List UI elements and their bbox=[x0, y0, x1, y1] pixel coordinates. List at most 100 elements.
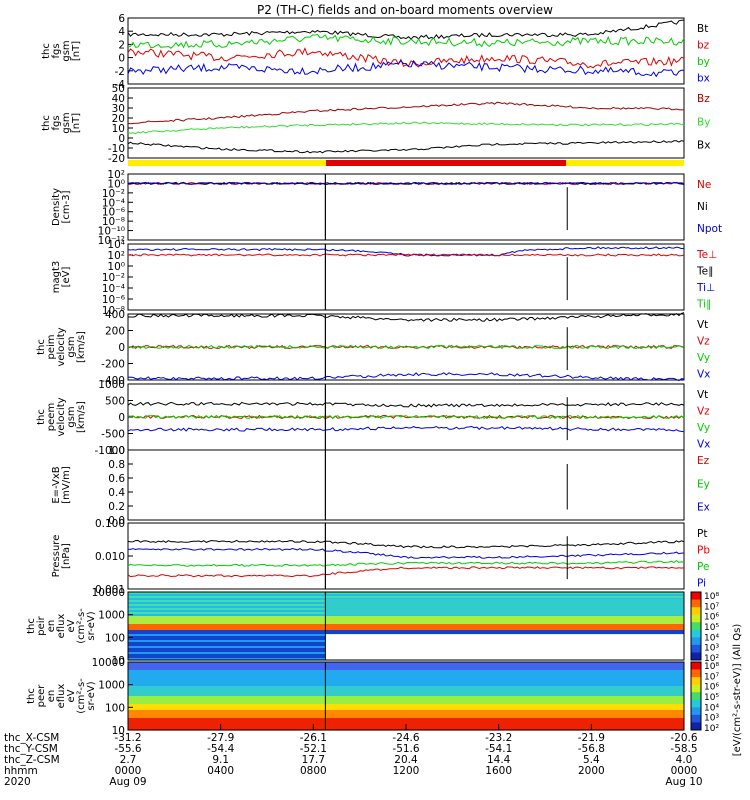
spectrogram-p9 bbox=[128, 592, 684, 661]
x-tick-label: 0400 bbox=[207, 765, 234, 777]
x-tick-label: -52.1 bbox=[300, 743, 327, 755]
y-axis-label: thc bbox=[36, 409, 47, 425]
spectrogram-row bbox=[128, 714, 684, 717]
x-tick-label: -54.1 bbox=[485, 743, 512, 755]
y-tick-label: 0 bbox=[118, 342, 125, 354]
spectrogram-row bbox=[128, 630, 684, 633]
y-tick-label: 500 bbox=[105, 396, 125, 408]
mode-bar-slow bbox=[326, 160, 566, 166]
y-tick-label: 10⁻⁸ bbox=[102, 216, 125, 228]
y-axis-label: peim bbox=[46, 334, 57, 359]
colorbar-segment bbox=[691, 677, 701, 686]
y-axis-label: [cm-3] bbox=[61, 190, 72, 223]
colorbar-tick: 10³ bbox=[704, 644, 719, 654]
y-tick-label: 50 bbox=[112, 83, 125, 95]
x-tick-label: 5.4 bbox=[583, 754, 600, 766]
y-tick-label: 10 bbox=[112, 655, 125, 667]
y-axis-label: [nPa] bbox=[61, 543, 72, 569]
y-axis-label: Pressure bbox=[51, 535, 62, 578]
no-data-region bbox=[325, 634, 684, 660]
y-tick-label: 1.0 bbox=[108, 445, 125, 457]
spectrogram-row bbox=[128, 686, 684, 689]
mode-bar-fast-left bbox=[128, 160, 326, 166]
colorbar-tick: 10⁵ bbox=[704, 623, 719, 633]
legend-te⊥: Te⊥ bbox=[696, 249, 717, 261]
x-tick-label: 0000 bbox=[671, 765, 698, 777]
x-tick-label: -56.8 bbox=[578, 743, 605, 755]
spectrogram-row bbox=[128, 674, 684, 677]
colorbar-segment bbox=[691, 622, 701, 631]
legend-vy: Vy bbox=[697, 352, 710, 364]
y-tick-label: 10⁻⁶ bbox=[102, 207, 125, 219]
y-axis-label: [km/s] bbox=[76, 331, 87, 363]
y-tick-label: 40 bbox=[112, 93, 125, 105]
y-tick-label: 10 bbox=[112, 123, 125, 135]
y-tick-label: -1000 bbox=[94, 445, 125, 457]
spectrogram-row bbox=[128, 620, 684, 623]
spectrogram-row bbox=[128, 702, 684, 705]
legend-vx: Vx bbox=[697, 369, 710, 381]
series-by bbox=[127, 121, 685, 135]
y-tick-label: 1000 bbox=[98, 610, 125, 622]
colorbar-tick: 10⁷ bbox=[704, 672, 719, 682]
colorbar-tick: 10⁸ bbox=[704, 592, 719, 602]
spectrogram-row bbox=[128, 622, 684, 625]
y-tick-label: 10⁰ bbox=[107, 261, 125, 273]
panel-p6: 1000 500 0 -500 -1000 thc peem velocity gsm [km/s… bbox=[36, 379, 710, 457]
series-npot bbox=[127, 181, 685, 185]
colorbar-frame bbox=[690, 661, 702, 731]
colorbar-tick: 10⁴ bbox=[704, 633, 719, 643]
spectrogram-row bbox=[128, 704, 684, 707]
y-axis-label: en bbox=[46, 620, 57, 633]
series-ni bbox=[127, 181, 685, 185]
legend-ti∥: Ti∥ bbox=[696, 299, 711, 311]
colorbars: 10⁸10⁷10⁶10⁵10⁴10³10²10⁸10⁷10⁶10⁵10⁴10³1… bbox=[690, 591, 743, 756]
series-by bbox=[128, 33, 685, 49]
legend-te∥: Te∥ bbox=[696, 266, 713, 278]
end-date: Aug 10 bbox=[665, 776, 702, 788]
y-tick-label: 200 bbox=[105, 326, 125, 338]
series-vt bbox=[127, 401, 685, 408]
x-tick-label: 14.4 bbox=[487, 754, 511, 766]
colorbar-segment bbox=[691, 652, 701, 661]
y-tick-label: 10⁻⁴ bbox=[102, 283, 125, 295]
colorbar-segment bbox=[691, 599, 701, 608]
series-pb bbox=[127, 566, 685, 578]
series-vt bbox=[128, 312, 685, 322]
y-tick-label: -200 bbox=[101, 359, 125, 371]
panel-frame bbox=[127, 173, 685, 241]
spectrogram-row bbox=[128, 668, 684, 671]
y-axis-label: thc bbox=[36, 339, 47, 355]
x-tick-label: 1600 bbox=[485, 765, 512, 777]
spectrogram-row bbox=[128, 698, 684, 701]
series-te⊥ bbox=[127, 253, 685, 257]
spectrogram-row bbox=[128, 722, 684, 725]
y-tick-label: 10⁻² bbox=[102, 188, 125, 200]
series-bx bbox=[127, 59, 685, 78]
mode-bar-fast-right bbox=[566, 160, 684, 166]
y-tick-label: 10⁻⁸ bbox=[102, 305, 125, 317]
y-axis-label: fgs bbox=[51, 43, 62, 58]
panel-p9: 10000 1000 100 10 thc peir en eflux eV (cm²-s-sr-… bbox=[26, 587, 685, 667]
x-row-label: thc_Z-CSM bbox=[4, 754, 60, 766]
legend-ex: Ex bbox=[697, 502, 710, 514]
legend-by: by bbox=[697, 56, 710, 68]
legend-vt: Vt bbox=[697, 389, 708, 401]
y-tick-label: 0.0 bbox=[108, 515, 125, 527]
spectrogram-row bbox=[128, 684, 684, 687]
y-axis-label: sr-eV) bbox=[86, 681, 97, 710]
y-tick-label: -500 bbox=[101, 429, 125, 441]
panel-frame bbox=[127, 591, 685, 661]
panel-frame bbox=[127, 449, 685, 521]
series-pt bbox=[127, 539, 685, 549]
spectrogram-row bbox=[128, 718, 684, 721]
y-axis-label: thc bbox=[26, 688, 37, 704]
colorbar-segment bbox=[691, 644, 701, 653]
y-axis-label: gsm bbox=[66, 406, 77, 427]
series-pe bbox=[127, 559, 685, 567]
y-tick-label: 1000 bbox=[98, 680, 125, 692]
legend-pi: Pi bbox=[697, 578, 706, 590]
series-pi bbox=[127, 547, 685, 559]
colorbar-tick: 10² bbox=[704, 654, 719, 664]
spectrogram-row bbox=[128, 716, 684, 719]
